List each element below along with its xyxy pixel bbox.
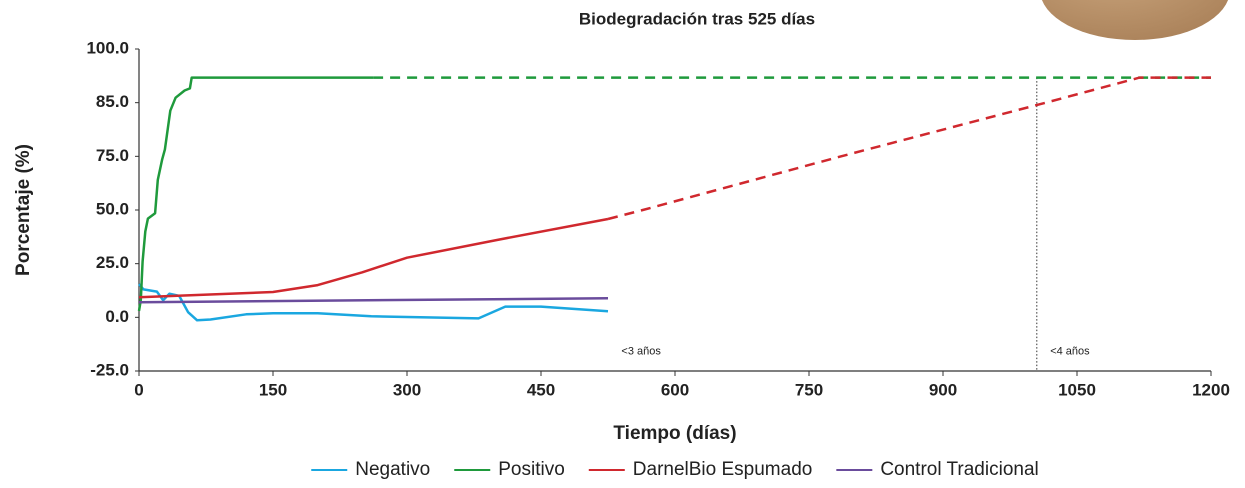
x-tick-label: 300 [393,380,421,399]
x-tick-label: 600 [661,380,689,399]
y-axis-label: Porcentaje (%) [13,144,34,276]
legend-label: Negativo [355,459,430,480]
x-tick-label: 750 [795,380,823,399]
x-tick-label: 900 [929,380,957,399]
x-tick-label: 150 [259,380,287,399]
y-tick-label: 0.0 [105,307,129,326]
series-line [139,298,608,302]
legend-label: Positivo [498,459,565,480]
annotation: <4 años [1050,346,1090,358]
legend-label: DarnelBio Espumado [633,459,813,480]
y-tick-label: 25.0 [96,253,129,272]
product-photo [1040,0,1230,40]
x-axis-label: Tiempo (días) [613,423,736,444]
y-tick-label: -25.0 [90,360,129,379]
x-tick-label: 1050 [1058,380,1096,399]
y-tick-label: 50.0 [96,199,129,218]
y-tick-label: 75.0 [96,146,129,165]
chart: Biodegradación tras 525 días Tiempo (día… [0,0,1245,488]
legend-label: Control Tradicional [880,459,1038,480]
projection-line [608,78,1211,219]
series-line [139,78,373,311]
y-tick-label: 85.0 [96,92,129,111]
y-tick-label: 100.0 [86,38,129,57]
x-tick-label: 1200 [1192,380,1230,399]
chart-title: Biodegradación tras 525 días [579,9,815,28]
series-line [139,219,608,297]
x-tick-label: 0 [134,380,143,399]
x-tick-label: 450 [527,380,555,399]
annotation: <3 años [621,346,661,358]
